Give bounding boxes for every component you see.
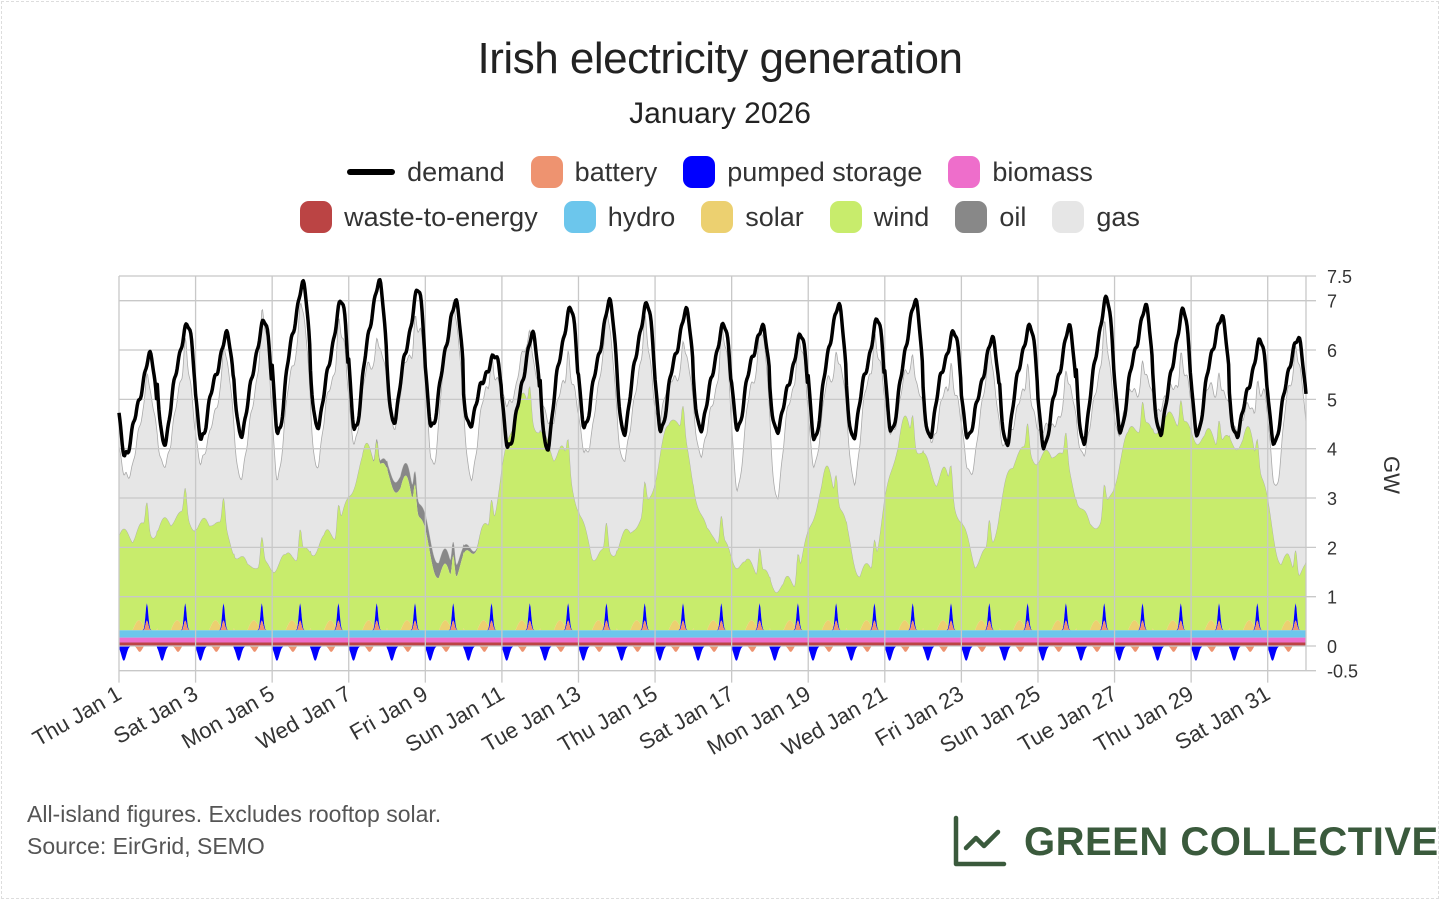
legend-label: battery: [574, 156, 658, 187]
legend-label: biomass: [992, 156, 1093, 187]
legend-hydro[interactable]: hydro: [563, 201, 676, 233]
legend-solar[interactable]: solar: [701, 201, 804, 233]
legend-waste-to-energy[interactable]: waste-to-energy: [300, 201, 538, 233]
legend-swatch: [530, 156, 563, 188]
chart-line-icon: [953, 815, 1007, 867]
legend-gas[interactable]: gas: [1052, 201, 1140, 233]
legend-wind[interactable]: wind: [829, 201, 930, 233]
legend-swatch: [701, 201, 734, 233]
y-tick-label: 2: [1327, 538, 1337, 558]
legend-label: waste-to-energy: [344, 201, 538, 232]
chart-subtitle: January 2026: [629, 97, 811, 130]
legend-swatch: [683, 156, 716, 188]
area-hydro: [119, 630, 1306, 638]
footnote: All-island figures. Excludes rooftop sol…: [27, 801, 442, 827]
area-pumped-storage-negative: [119, 646, 1306, 661]
stacked-areas: [118, 301, 1307, 661]
legend-demand[interactable]: demand: [347, 156, 505, 188]
chart-title: Irish electricity generation: [477, 34, 963, 83]
area-biomass: [119, 637, 1306, 643]
y-tick-label: 5: [1327, 390, 1337, 410]
source-note: Source: EirGrid, SEMO: [27, 833, 265, 859]
legend-swatch: [948, 156, 981, 188]
legend-label: oil: [999, 201, 1027, 232]
legend-label: demand: [407, 156, 505, 187]
legend-label: pumped storage: [727, 156, 923, 187]
y-tick-label: 0: [1327, 637, 1337, 657]
area-solar: [119, 603, 1306, 631]
y-tick-label: 4: [1327, 440, 1337, 460]
x-tick-label: Thu Jan 1: [28, 681, 125, 752]
legend-label: hydro: [607, 201, 676, 232]
legend-biomass[interactable]: biomass: [948, 156, 1093, 188]
y-tick-label: 6: [1327, 341, 1337, 361]
legend-label: gas: [1096, 201, 1140, 232]
area-battery-negative: [119, 646, 1306, 652]
legend-swatch: [563, 201, 596, 233]
legend-pumped-storage[interactable]: pumped storage: [683, 156, 922, 188]
area-wind: [119, 387, 1306, 631]
y-tick-label: -0.5: [1327, 662, 1358, 682]
legend-row-1: demand battery pumped storage biomass: [0, 156, 1440, 188]
line-demand: [117, 277, 1308, 458]
legend-label: wind: [873, 201, 930, 232]
legend-swatch: [1052, 201, 1085, 233]
legend-row-2: waste-to-energy hydro solar wind oil gas: [0, 201, 1440, 233]
legend-swatch: [347, 169, 396, 175]
legend-swatch: [300, 201, 333, 233]
y-axis-label: GW: [1379, 456, 1404, 494]
logo-text: GREEN COLLECTIVE: [1024, 819, 1439, 864]
legend-oil[interactable]: oil: [955, 201, 1026, 233]
y-tick-label: 7.5: [1327, 267, 1352, 287]
area-waste: [119, 642, 1306, 646]
legend-swatch: [829, 201, 862, 233]
area-battery: [119, 620, 1306, 631]
y-tick-label: 1: [1327, 588, 1337, 608]
y-tick-label: 7: [1327, 292, 1337, 312]
brand-logo: GREEN COLLECTIVE: [952, 814, 1439, 870]
legend-battery[interactable]: battery: [530, 156, 658, 188]
y-tick-label: 3: [1327, 489, 1337, 509]
area-pumped: [119, 603, 1306, 631]
legend-label: solar: [745, 201, 804, 232]
legend-swatch: [955, 201, 988, 233]
